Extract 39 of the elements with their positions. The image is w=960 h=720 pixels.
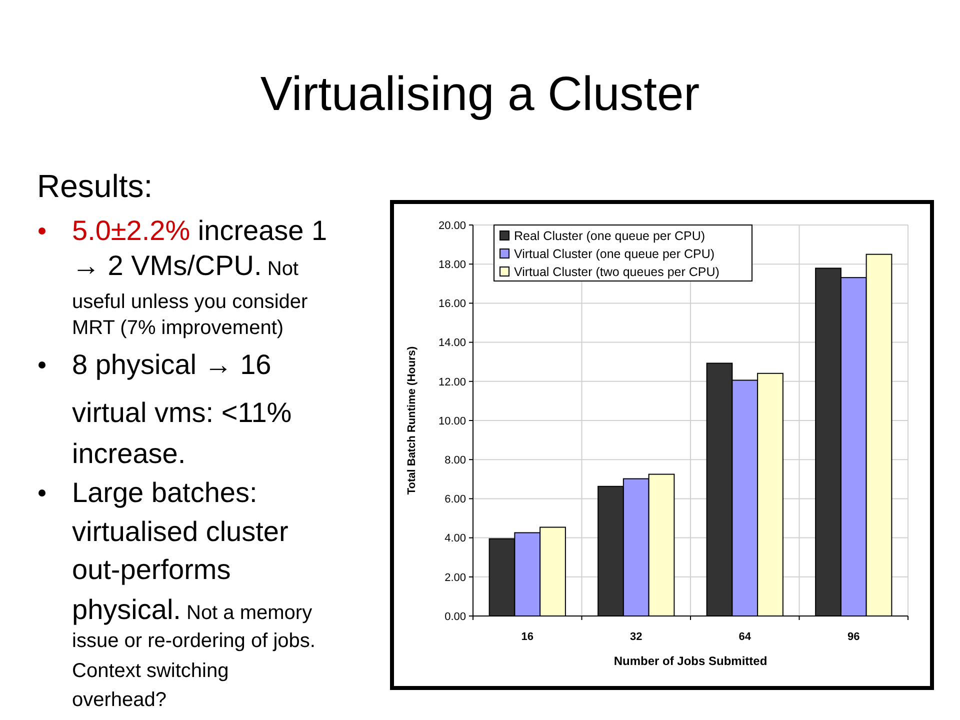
- text: Results:: [37, 168, 153, 204]
- x-tick-label: 16: [521, 631, 534, 643]
- text: increase 1: [190, 215, 328, 246]
- text: 8 physical → 16: [72, 349, 272, 380]
- x-axis-title: Number of Jobs Submitted: [614, 654, 768, 668]
- text: → 2 VMs/CPU.: [72, 250, 262, 281]
- y-tick-label: 16.00: [438, 298, 466, 310]
- y-tick-label: 12.00: [438, 376, 466, 388]
- y-axis-title: Total Batch Runtime (Hours): [406, 346, 418, 495]
- x-tick-label: 64: [738, 631, 752, 643]
- y-tick-label: 8.00: [444, 454, 466, 466]
- text: out-performs: [72, 554, 231, 585]
- text: virtualised cluster: [72, 516, 288, 547]
- text: Large batches:: [72, 477, 258, 508]
- y-tick-label: 4.00: [444, 532, 466, 545]
- y-tick-label: 6.00: [444, 494, 466, 506]
- x-tick-label: 32: [630, 631, 642, 643]
- y-tick-label: 10.00: [438, 415, 466, 428]
- y-tick-label: 20.00: [438, 220, 466, 232]
- legend-label: Virtual Cluster (one queue per CPU): [514, 247, 715, 261]
- text: useful unless you consider: [72, 291, 308, 313]
- text: 5.0±2.2%: [72, 215, 190, 246]
- chart-title: Virtualising a Cluster: [260, 68, 700, 121]
- legend-label: Virtual Cluster (two queues per CPU): [514, 265, 720, 279]
- text: Not a memory: [180, 602, 312, 624]
- y-tick-label: 0.00: [444, 610, 466, 623]
- y-tick-label: 14.00: [438, 337, 466, 350]
- text: MRT (7% improvement): [72, 317, 284, 339]
- y-tick-label: 2.00: [444, 572, 466, 584]
- y-tick-label: 18.00: [438, 258, 466, 271]
- text: virtual vms: <11%: [72, 397, 292, 428]
- x-tick-label: 96: [848, 631, 860, 643]
- text: issue or re-ordering of jobs.: [72, 630, 316, 652]
- legend-label: Real Cluster (one queue per CPU): [514, 229, 706, 243]
- text: Context switching: [72, 660, 229, 682]
- text: Not: [262, 258, 299, 280]
- text: overhead?: [72, 689, 167, 711]
- text: increase.: [72, 438, 186, 469]
- text: physical.: [72, 594, 181, 625]
